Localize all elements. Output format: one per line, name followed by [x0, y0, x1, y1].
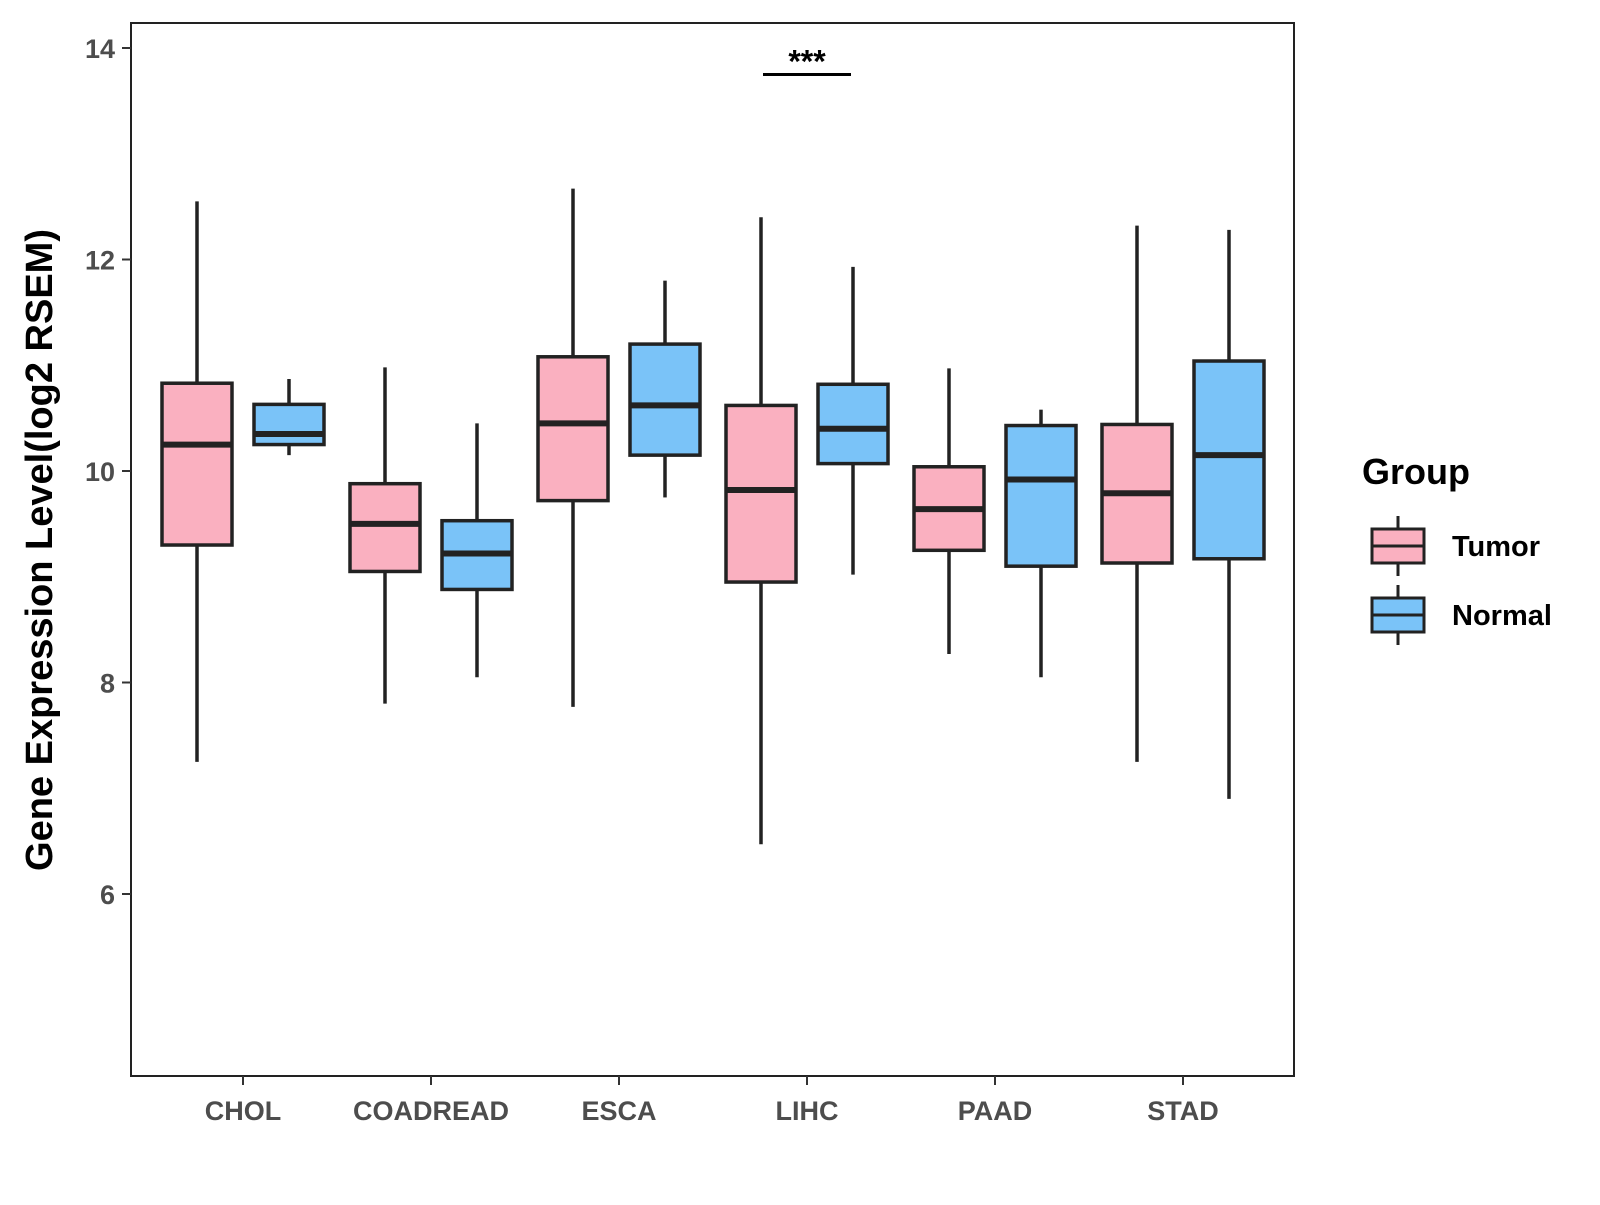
box-iqr	[348, 481, 422, 574]
box-tumor-stad	[1100, 225, 1174, 762]
box-normal-coadread	[440, 423, 514, 678]
legend-item-normal: Normal	[1370, 585, 1552, 645]
legend: Group Tumor Normal	[1362, 451, 1552, 645]
x-tick-label: ESCA	[581, 1096, 656, 1126]
box-normal-lihc	[816, 266, 890, 575]
box-tumor-esca	[536, 188, 610, 707]
box-iqr	[1192, 359, 1266, 561]
x-tick-label: LIHC	[776, 1096, 839, 1126]
box-iqr	[252, 402, 326, 447]
box-iqr	[160, 381, 234, 547]
legend-title: Group	[1362, 451, 1470, 492]
significance-layer: ***	[763, 43, 851, 79]
box-normal-chol	[252, 378, 326, 456]
box-tumor-lihc	[724, 217, 798, 845]
box-tumor-paad	[912, 368, 986, 654]
legend-label: Tumor	[1452, 531, 1540, 563]
box-normal-esca	[628, 280, 702, 498]
box-tumor-chol	[160, 201, 234, 762]
y-axis: 6 8 10 12 14	[85, 34, 131, 910]
legend-item-tumor: Tumor	[1370, 516, 1540, 576]
plot-panel	[130, 22, 1295, 1077]
y-tick-label: 8	[100, 669, 115, 699]
y-tick-label: 6	[100, 880, 115, 910]
significance-label: ***	[788, 43, 826, 79]
y-tick-label: 10	[85, 457, 115, 487]
y-tick-label: 12	[85, 246, 115, 276]
x-tick-label: STAD	[1147, 1096, 1219, 1126]
box-normal-stad	[1192, 229, 1266, 799]
y-tick-label: 14	[85, 34, 115, 64]
x-tick-label: COADREAD	[353, 1096, 509, 1126]
box-normal-paad	[1004, 409, 1078, 678]
box-iqr	[536, 355, 610, 503]
box-iqr	[816, 382, 890, 466]
x-tick-label: CHOL	[205, 1096, 282, 1126]
x-axis: CHOL COADREAD ESCA LIHC PAAD STAD	[205, 1076, 1219, 1126]
box-iqr	[1004, 423, 1078, 568]
box-iqr	[628, 342, 702, 457]
box-tumor-coadread	[348, 367, 422, 704]
box-layer	[160, 188, 1266, 845]
x-tick-label: PAAD	[958, 1096, 1033, 1126]
box-iqr	[724, 403, 798, 584]
legend-label: Normal	[1452, 600, 1552, 632]
y-axis-title: Gene Expression Level(log2 RSEM)	[19, 229, 61, 871]
